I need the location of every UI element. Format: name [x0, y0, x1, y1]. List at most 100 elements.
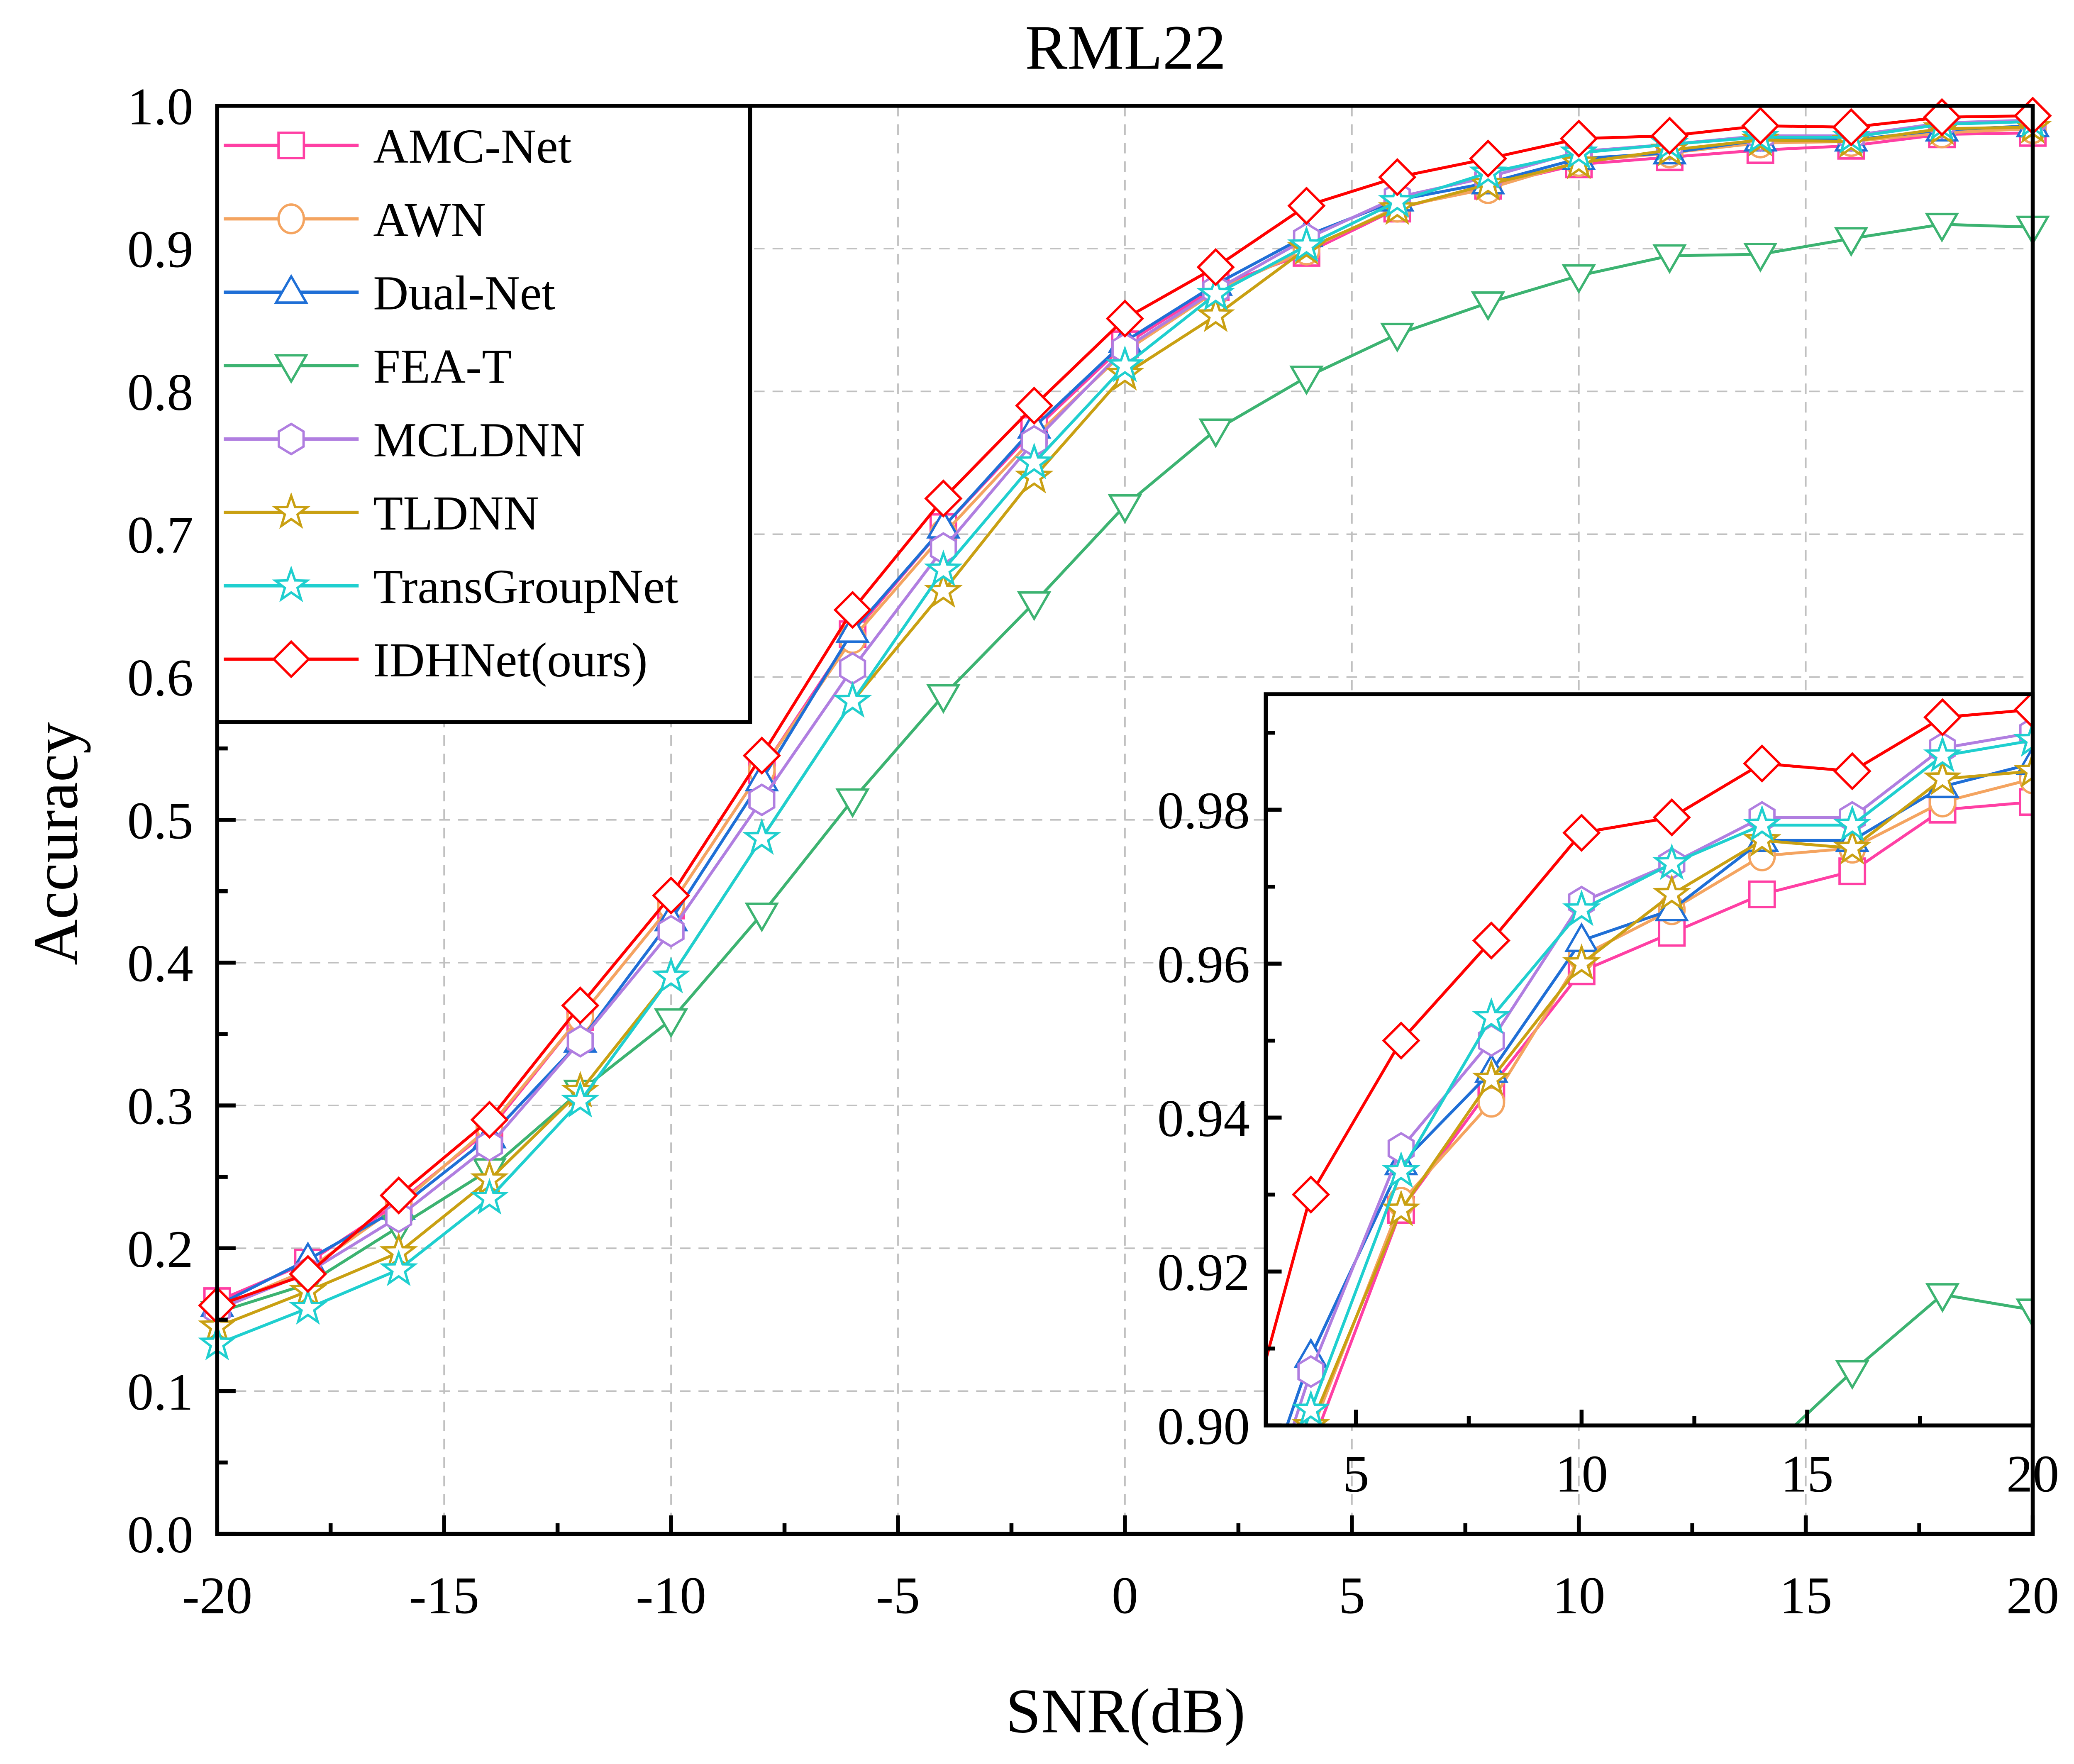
y-tick-label: 0.0: [127, 1505, 193, 1564]
y-tick-label: 0.1: [127, 1362, 193, 1421]
y-tick-label: 0.5: [127, 791, 193, 850]
y-axis-label: Accuracy: [21, 722, 91, 965]
inset-zoom-plot: 5 10 15 20 0.90 0.92 0.94 0.96 0.98: [1157, 692, 2059, 1503]
inset-y-tick-label: 0.98: [1157, 781, 1250, 840]
main-series-group: [198, 96, 2052, 1361]
marker-diamond: [379, 1176, 418, 1215]
marker-star: [272, 492, 311, 529]
marker-triangle-down: [1652, 244, 1687, 274]
legend-item: FEA-T: [224, 339, 512, 394]
marker-triangle-down: [1925, 212, 1959, 243]
marker-diamond: [1833, 752, 1871, 791]
marker-diamond: [1832, 108, 1871, 146]
marker-triangle-down: [274, 354, 309, 384]
marker-star: [272, 565, 311, 603]
marker-star: [2013, 751, 2033, 788]
x-tick-label: -15: [409, 1566, 479, 1625]
marker-diamond: [1923, 98, 1961, 137]
marker-star: [470, 1178, 509, 1215]
marker-star: [1381, 1151, 1420, 1188]
marker-star: [1923, 735, 1962, 772]
inset-series-group: [1266, 694, 2033, 1426]
marker-diamond: [1469, 139, 1508, 178]
marker-star: [1015, 442, 1054, 479]
y-tick-label: 0.2: [127, 1220, 193, 1278]
legend-label: Dual-Net: [373, 266, 555, 320]
marker-square: [1748, 880, 1776, 908]
marker-triangle-down: [1471, 291, 1505, 321]
y-tick-label: 0.8: [127, 363, 193, 422]
marker-hexagon: [278, 422, 305, 456]
marker-triangle-down: [1743, 243, 1778, 273]
marker-star: [1196, 274, 1235, 311]
marker-star: [1291, 1390, 1330, 1426]
legend: AMC-Net AWN Dual-Net FEA-T MCLDNN TLDNN TransG…: [215, 104, 752, 724]
legend-item: IDHNet(ours): [224, 633, 648, 687]
marker-star: [561, 1081, 600, 1118]
marker-triangle-down: [2015, 1298, 2033, 1328]
inset-series-transgroupnet: [1291, 720, 2033, 1426]
marker-star: [833, 681, 872, 718]
legend-item: AWN: [224, 193, 486, 247]
legend-item: AMC-Net: [224, 119, 572, 173]
marker-triangle-down: [1289, 366, 1324, 395]
marker-triangle-down: [1562, 264, 1596, 294]
inset-series-line: [1266, 708, 2033, 1366]
legend-label: IDHNet(ours): [373, 633, 647, 687]
marker-diamond: [1196, 248, 1235, 286]
marker-star: [742, 818, 781, 855]
marker-triangle-up: [274, 274, 309, 304]
marker-hexagon: [657, 915, 685, 948]
x-axis-label: SNR(dB): [1006, 1676, 1246, 1747]
series-fea-t: [200, 212, 2050, 1331]
marker-star: [379, 1249, 418, 1286]
marker-diamond: [1287, 186, 1326, 225]
marker-triangle-down: [926, 684, 961, 714]
inset-x-tick-label: 5: [1343, 1444, 1369, 1503]
x-tick-label: -10: [636, 1566, 706, 1625]
marker-triangle-down: [744, 903, 779, 932]
inset-y-tick-label: 0.96: [1157, 935, 1250, 994]
inset-series-line: [1304, 739, 2033, 1426]
y-tick-label: 0.4: [127, 934, 193, 993]
marker-diamond: [470, 1100, 509, 1139]
marker-diamond: [1378, 158, 1417, 197]
marker-star: [1469, 164, 1508, 201]
marker-star: [1652, 874, 1691, 911]
main-tick-labels: -20 -15 -10 -5 0 5 10 15 20 0.0 0.1 0.2 0.3 0.4 0.5 0.6…: [127, 77, 2059, 1625]
marker-star: [1923, 759, 1962, 795]
marker-triangle-down: [1198, 418, 1233, 449]
x-tick-label: 5: [1339, 1566, 1365, 1625]
y-tick-label: 1.0: [127, 77, 193, 136]
marker-triangle-down: [1380, 322, 1415, 353]
marker-hexagon: [566, 1025, 594, 1058]
inset-frame: [1264, 692, 2035, 1427]
legend-item: TLDNN: [224, 486, 539, 540]
marker-star: [288, 1288, 327, 1325]
marker-star: [1562, 943, 1601, 980]
marker-diamond: [288, 1255, 327, 1293]
marker-star: [1378, 181, 1417, 218]
marker-star: [2013, 720, 2033, 757]
inset-series-idhnet-ours-: [1266, 694, 2033, 1366]
inset-series-line: [1318, 800, 2033, 1426]
marker-hexagon: [1478, 1024, 1505, 1057]
marker-diamond: [1562, 813, 1601, 852]
marker-diamond: [1291, 1175, 1330, 1214]
marker-star: [1833, 805, 1872, 842]
legend-label: MCLDNN: [373, 412, 585, 467]
marker-diamond: [742, 736, 781, 775]
marker-triangle-down: [1108, 494, 1142, 524]
x-tick-label: -20: [182, 1566, 252, 1625]
marker-star: [1472, 1059, 1511, 1096]
legend-label: FEA-T: [373, 339, 512, 394]
legend-item: Dual-Net: [224, 266, 555, 320]
inset-x-tick-label: 20: [2006, 1444, 2059, 1503]
x-tick-label: 20: [2006, 1566, 2059, 1625]
marker-diamond: [1382, 1021, 1420, 1060]
legend-label: TransGroupNet: [373, 559, 678, 614]
marker-triangle-down: [654, 1008, 688, 1038]
inset-y-tick-label: 0.90: [1157, 1397, 1250, 1456]
y-tick-label: 0.3: [127, 1077, 193, 1136]
